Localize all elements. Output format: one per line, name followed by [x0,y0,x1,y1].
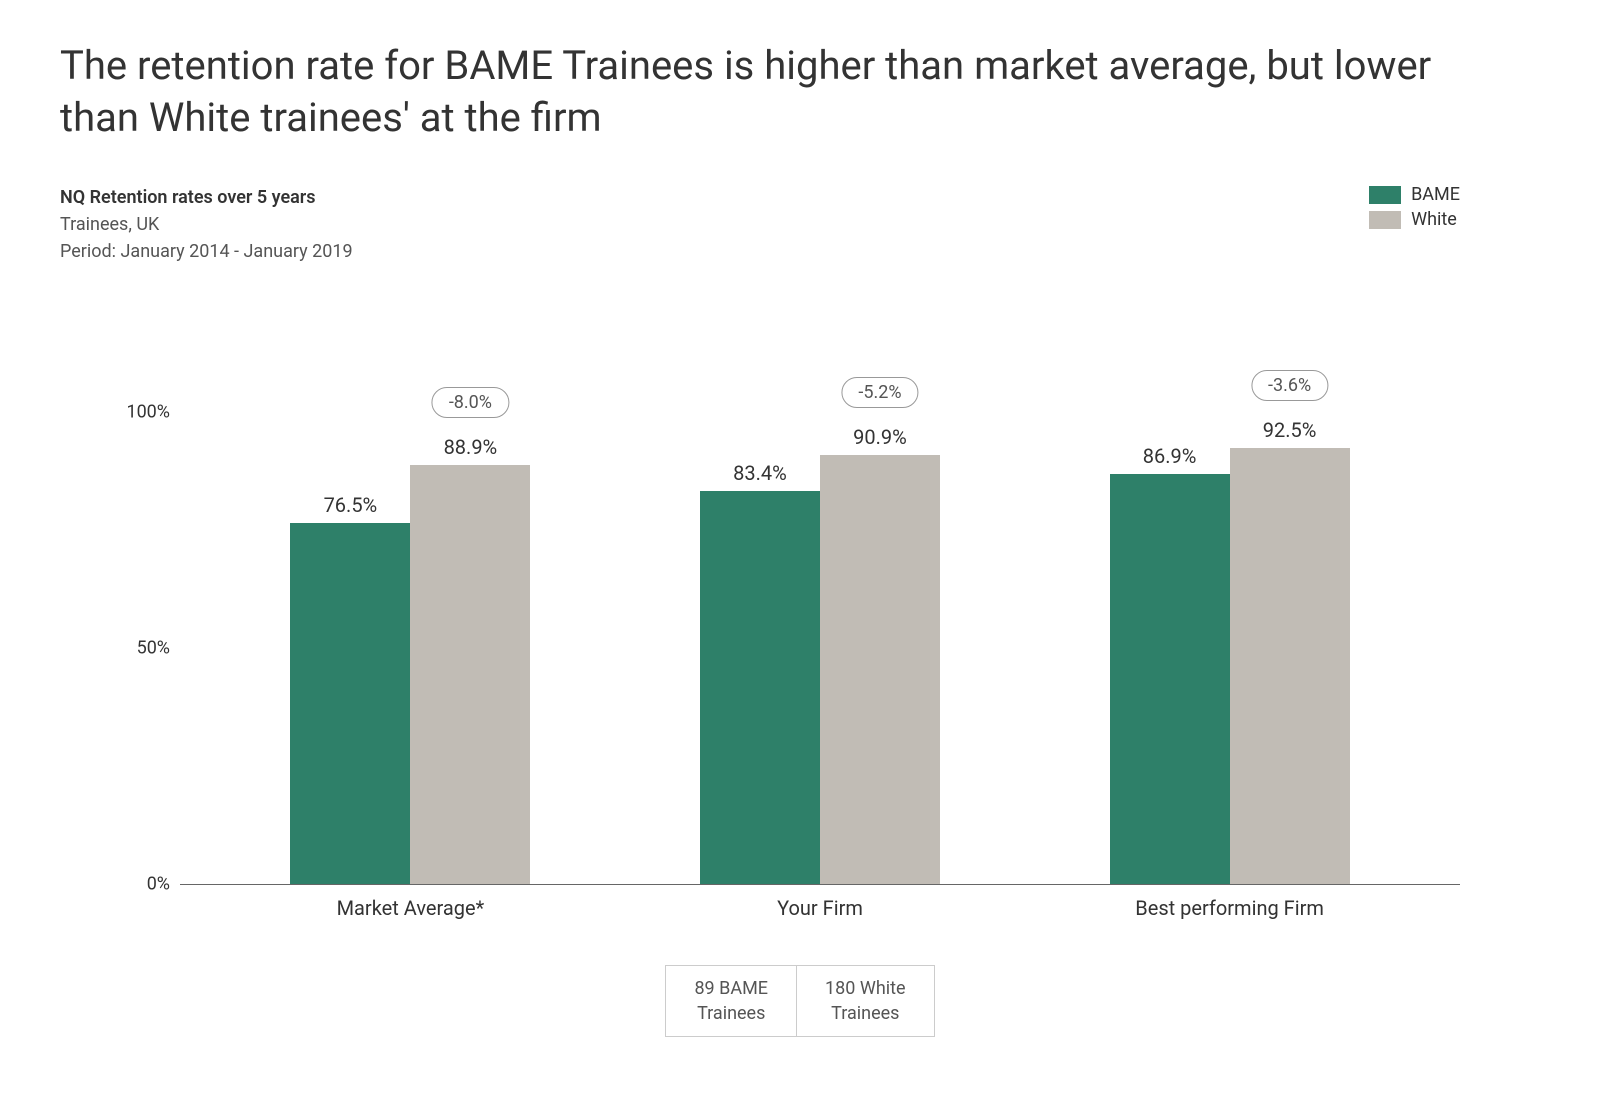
x-axis-label: Market Average* [337,896,485,920]
meta-line-2: Trainees, UK [60,211,353,238]
footer-white-line1: 180 White [825,976,906,1001]
diff-bubble: -3.6% [1251,370,1328,401]
x-axis-label: Best performing Firm [1135,896,1324,920]
y-tick: 0% [100,874,170,895]
chart-container: The retention rate for BAME Trainees is … [0,0,1600,1077]
bar-white: 88.9%-8.0% [410,465,530,884]
meta-line-3: Period: January 2014 - January 2019 [60,238,353,265]
legend-label-white: White [1411,209,1457,230]
legend-item-white: White [1369,209,1460,230]
footer-cell-bame: 89 BAME Trainees [666,966,796,1036]
plot-region: 0%50%100%76.5%88.9%-8.0%Market Average*8… [180,365,1460,885]
footer-bame-line1: 89 BAME [694,976,768,1001]
bar-label: 90.9% [853,425,907,449]
footer-cell-white: 180 White Trainees [796,966,934,1036]
footer-bame-line2: Trainees [694,1001,768,1026]
legend: BAME White [1369,184,1460,230]
x-axis-label: Your Firm [777,896,863,920]
chart-area: 0%50%100%76.5%88.9%-8.0%Market Average*8… [180,285,1460,925]
legend-label-bame: BAME [1411,184,1460,205]
bar-white: 90.9%-5.2% [820,455,940,884]
y-tick: 100% [100,402,170,423]
bar-bame: 83.4% [700,491,820,884]
bar-label: 83.4% [733,461,787,485]
y-tick: 50% [100,638,170,659]
chart-header: NQ Retention rates over 5 years Trainees… [60,184,1540,265]
footer-stats: 89 BAME Trainees 180 White Trainees [665,965,934,1037]
meta-line-1: NQ Retention rates over 5 years [60,184,353,211]
diff-bubble: -5.2% [841,377,918,408]
bar-group: 83.4%90.9%-5.2%Your Firm [700,365,940,884]
bar-group: 76.5%88.9%-8.0%Market Average* [290,365,530,884]
bar-bame: 76.5% [290,523,410,884]
bar-label: 88.9% [444,435,498,459]
legend-swatch-white [1369,211,1401,229]
legend-item-bame: BAME [1369,184,1460,205]
bar-white: 92.5%-3.6% [1230,448,1350,884]
bar-label: 86.9% [1143,444,1197,468]
footer-white-line2: Trainees [825,1001,906,1026]
legend-swatch-bame [1369,186,1401,204]
bar-group: 86.9%92.5%-3.6%Best performing Firm [1110,365,1350,884]
bar-label: 92.5% [1263,418,1317,442]
bar-label: 76.5% [324,493,378,517]
diff-bubble: -8.0% [432,387,509,418]
chart-title: The retention rate for BAME Trainees is … [60,40,1440,144]
chart-meta: NQ Retention rates over 5 years Trainees… [60,184,353,265]
bar-bame: 86.9% [1110,474,1230,884]
